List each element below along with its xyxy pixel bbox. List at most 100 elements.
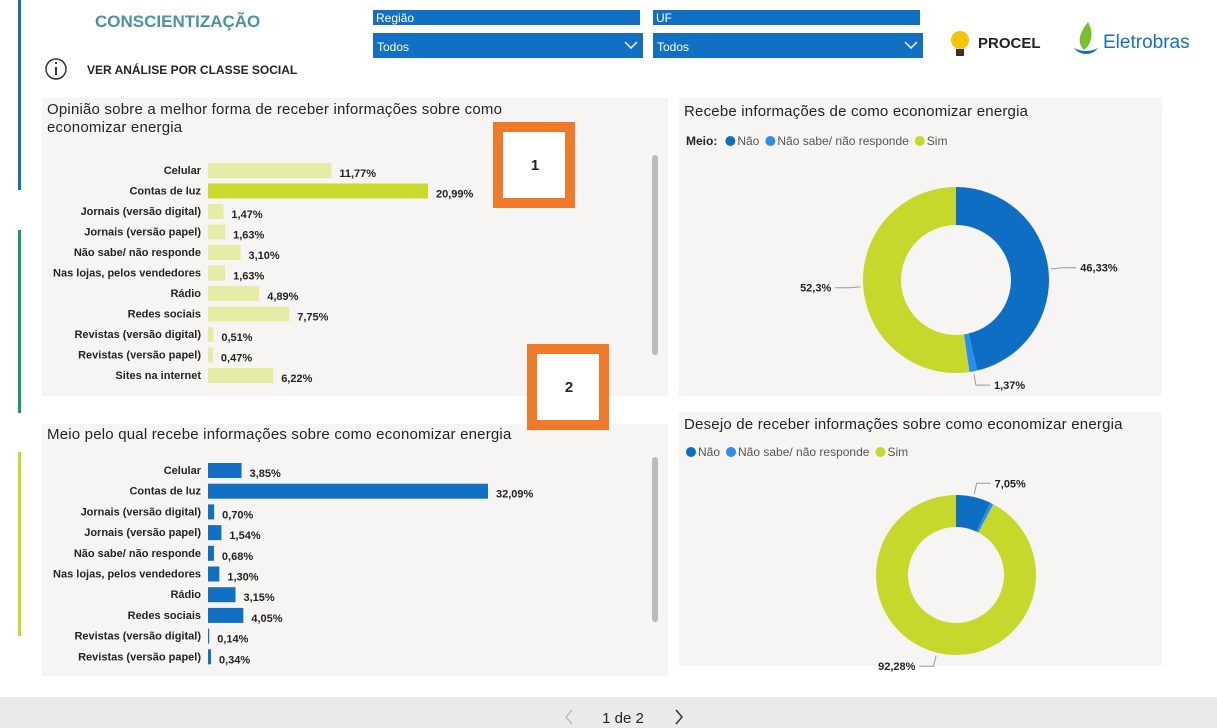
category-label: Revistas (versão digital) [74, 631, 201, 643]
bar[interactable] [208, 587, 236, 603]
leader-line [973, 482, 991, 495]
info-icon [55, 62, 57, 64]
donut-slice[interactable] [976, 502, 994, 533]
legend-title: Meio: [686, 134, 717, 148]
value-label: 4,89% [267, 291, 298, 303]
category-label: Rádio [170, 589, 201, 601]
bar[interactable] [208, 224, 226, 240]
legend-label[interactable]: Sim [887, 445, 908, 459]
bar[interactable] [208, 183, 428, 199]
category-label: Jornais (versão papel) [84, 527, 201, 539]
logo: PROCEL [978, 35, 1041, 52]
value-label: 1,63% [233, 230, 264, 242]
bar[interactable] [208, 286, 260, 301]
legend-label[interactable]: Não sabe/ não responde [777, 134, 909, 148]
next-page[interactable] [675, 709, 683, 725]
value-label: 0,47% [221, 353, 252, 365]
value-label: 3,85% [250, 468, 281, 480]
eletrobras-icon [1074, 48, 1098, 54]
bar[interactable] [208, 483, 488, 499]
procel-icon [956, 49, 964, 56]
category-label: Jornais (versão digital) [81, 506, 202, 518]
category-label: Revistas (versão papel) [78, 651, 201, 663]
category-label: Contas de luz [129, 186, 201, 198]
bar[interactable] [208, 163, 332, 178]
dropdown-arrow [624, 41, 638, 50]
legend-dot [914, 136, 925, 146]
value-label: 52,3% [800, 283, 831, 295]
value-label: 7,05% [995, 478, 1026, 490]
chart-title: Meio pelo qual recebe informações sobre … [47, 426, 512, 443]
procel-icon [951, 31, 969, 49]
callout-label: 2 [565, 379, 573, 396]
bar[interactable] [208, 265, 226, 281]
category-label: Revistas (versão digital) [74, 329, 201, 341]
analysis-link[interactable]: VER ANÁLISE POR CLASSE SOCIAL [87, 62, 297, 77]
scrollbar[interactable] [652, 457, 658, 622]
category-label: Redes sociais [128, 309, 201, 321]
category-label: Nas lojas, pelos vendedores [53, 268, 201, 280]
legend-dot [875, 447, 886, 457]
value-label: 1,54% [229, 530, 260, 542]
legend-label[interactable]: Não sabe/ não responde [738, 445, 870, 459]
donut-slice[interactable] [863, 187, 970, 373]
bar[interactable] [208, 649, 211, 665]
category-label: Sites na internet [115, 370, 201, 382]
leader-line [1051, 267, 1077, 270]
category-label: Jornais (versão papel) [84, 227, 201, 239]
bar[interactable] [208, 368, 274, 383]
bar[interactable] [208, 204, 224, 219]
legend-label[interactable]: Não [698, 445, 720, 459]
bar[interactable] [208, 566, 220, 582]
donut-slice[interactable] [956, 495, 991, 532]
bar[interactable] [208, 607, 244, 623]
info-icon [55, 67, 57, 75]
info-icon[interactable] [45, 58, 67, 80]
value-label: 11,77% [339, 168, 376, 180]
bar[interactable] [208, 463, 242, 478]
category-label: Celular [164, 165, 202, 177]
category-label: Redes sociais [128, 610, 201, 622]
value-label: 1,47% [231, 209, 262, 221]
callout-label: 1 [531, 157, 539, 174]
bar[interactable] [208, 504, 215, 520]
accent-bar [18, 230, 21, 413]
value-label: 0,51% [221, 332, 252, 344]
page-indicator: 1 de 2 [602, 710, 644, 727]
leader-line [835, 286, 861, 289]
value-label: 20,99% [436, 189, 474, 201]
legend-dot [726, 447, 737, 457]
bar[interactable] [208, 545, 214, 561]
bar[interactable] [208, 628, 210, 644]
category-label: Não sabe/ não responde [74, 247, 201, 259]
dropdown-arrow [904, 41, 918, 50]
panel [42, 424, 668, 676]
value-label: 32,09% [496, 489, 534, 501]
bar[interactable] [208, 306, 290, 322]
legend-label[interactable]: Sim [927, 134, 948, 148]
filter-header [653, 10, 920, 25]
legend-label[interactable]: Não [737, 134, 759, 148]
accent-bar [18, 0, 21, 190]
value-label: 0,14% [217, 634, 248, 646]
value-label: 4,05% [251, 613, 282, 625]
filter-dropdown[interactable] [373, 33, 643, 58]
legend-dot [765, 136, 776, 146]
filter-dropdown[interactable] [653, 33, 923, 58]
filter-header [373, 10, 640, 25]
legend-dot [686, 447, 696, 457]
bar[interactable] [208, 347, 213, 363]
value-label: 1,37% [994, 380, 1025, 392]
chart-title: Opinião sobre a melhor forma de receber … [47, 101, 503, 136]
prev-page[interactable] [565, 709, 573, 725]
scrollbar[interactable] [652, 155, 658, 355]
donut-slice[interactable] [956, 187, 1049, 371]
donut-slice[interactable] [876, 495, 1036, 655]
bar[interactable] [208, 245, 241, 260]
donut-slice[interactable] [963, 333, 978, 373]
callout-inner [537, 354, 599, 420]
category-label: Revistas (versão papel) [78, 350, 201, 362]
bar[interactable] [208, 525, 222, 541]
bar[interactable] [208, 327, 214, 342]
value-label: 92,28% [878, 661, 916, 673]
